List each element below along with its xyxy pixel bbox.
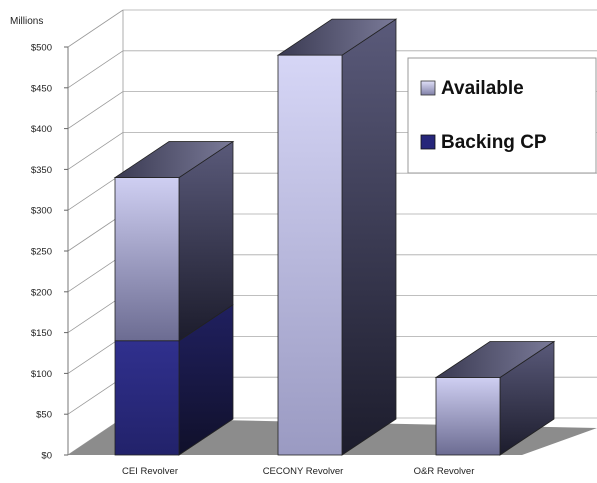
x-category-label: CECONY Revolver (263, 466, 344, 477)
y-tick-label: $100 (31, 369, 52, 380)
legend-label-backing-cp: Backing CP (441, 132, 547, 153)
gridline-diag (67, 172, 124, 211)
available-bar-3 (435, 377, 501, 456)
legend-swatch-available (420, 80, 436, 96)
bar-stack-cecony-revolver (276, 18, 398, 456)
available-bar-2-top (276, 18, 398, 56)
gridline-diag (67, 295, 124, 333)
y-tick-label: $500 (31, 43, 52, 54)
available-bar-1-top (113, 141, 235, 178)
legend-box (407, 57, 597, 174)
bar-stack-o-r-revolver (434, 340, 556, 456)
available-bar-2-side (341, 18, 397, 456)
gridline-diag (67, 254, 124, 293)
legend-swatch-backing-cp (420, 134, 436, 150)
gridline-diag (67, 336, 124, 374)
gridline-diag (67, 9, 124, 48)
x-category-label: CEI Revolver (122, 466, 178, 477)
gridline-diag (67, 213, 124, 252)
available-bar-1 (114, 177, 180, 342)
y-tick-label: $400 (31, 124, 52, 135)
y-tick-label: $450 (31, 83, 52, 94)
x-category-label: O&R Revolver (414, 466, 475, 477)
y-tick-label: $50 (36, 410, 52, 421)
backing-cp-bar-1 (114, 340, 180, 456)
category-labels: CEI Revolver CECONY Revolver O&R Revolver (122, 466, 474, 477)
y-tick-label: $350 (31, 165, 52, 176)
y-tick-label: $200 (31, 287, 52, 298)
y-tick-label: $150 (31, 328, 52, 339)
y-tick-label: $300 (31, 206, 52, 217)
gridline-diag (67, 91, 124, 129)
bars (113, 18, 556, 456)
y-axis-unit-label: Millions (10, 16, 43, 27)
gridline-diag (67, 50, 124, 89)
y-tick-label: $250 (31, 247, 52, 258)
y-tick-label: $0 (41, 451, 52, 462)
y-axis-ticks: $0 $50 $100 $150 $200 $250 $300 $350 $400 $450 $50… (31, 43, 68, 462)
gridline-diag (67, 132, 124, 170)
available-bar-3-top (434, 341, 556, 378)
legend-label-available: Available (441, 78, 524, 99)
bar-stack-cei-revolver (113, 140, 235, 456)
gridline-diag (67, 376, 124, 415)
legend: Available Backing CP (407, 57, 597, 174)
available-bar-2 (277, 54, 343, 456)
